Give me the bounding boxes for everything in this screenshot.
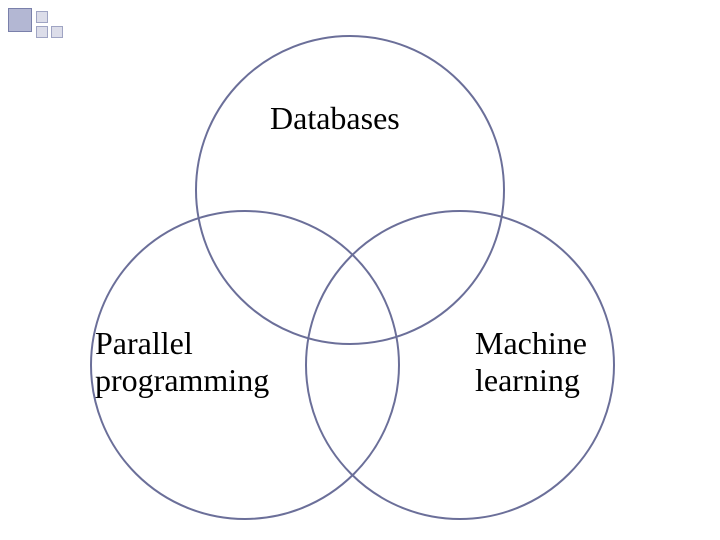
- venn-diagram: Databases Parallel programming Machine l…: [0, 0, 720, 540]
- venn-label-right: Machine learning: [475, 325, 587, 399]
- venn-label-top: Databases: [270, 100, 400, 137]
- venn-label-left: Parallel programming: [95, 325, 269, 399]
